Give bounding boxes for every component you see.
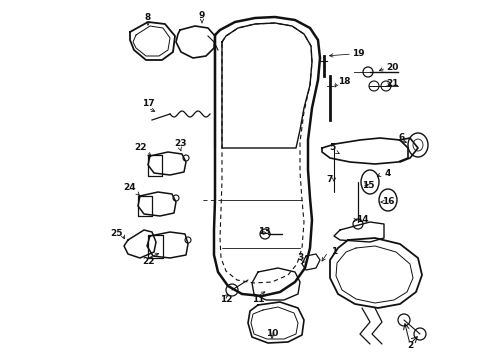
Text: 16: 16 bbox=[382, 198, 394, 207]
Text: 21: 21 bbox=[386, 80, 398, 89]
Text: 7: 7 bbox=[327, 175, 333, 184]
Text: 8: 8 bbox=[145, 13, 151, 22]
Text: 18: 18 bbox=[338, 77, 350, 86]
Text: 14: 14 bbox=[356, 216, 368, 225]
Text: 24: 24 bbox=[123, 184, 136, 193]
Text: 22: 22 bbox=[134, 144, 146, 153]
Text: 12: 12 bbox=[220, 296, 232, 305]
Text: 2: 2 bbox=[407, 342, 413, 351]
Text: 15: 15 bbox=[362, 181, 374, 190]
Text: 22: 22 bbox=[142, 257, 154, 266]
Text: 10: 10 bbox=[266, 329, 278, 338]
Text: 25: 25 bbox=[110, 230, 122, 238]
Text: 23: 23 bbox=[174, 139, 186, 148]
Text: 11: 11 bbox=[252, 296, 264, 305]
Text: 13: 13 bbox=[258, 228, 270, 237]
Text: 17: 17 bbox=[142, 99, 154, 108]
Text: 9: 9 bbox=[199, 12, 205, 21]
Text: 4: 4 bbox=[385, 170, 391, 179]
Text: 5: 5 bbox=[329, 144, 335, 153]
Text: 6: 6 bbox=[399, 134, 405, 143]
Text: 1: 1 bbox=[331, 248, 337, 256]
Text: 3: 3 bbox=[297, 253, 303, 262]
Text: 20: 20 bbox=[386, 63, 398, 72]
Text: 19: 19 bbox=[352, 49, 364, 58]
